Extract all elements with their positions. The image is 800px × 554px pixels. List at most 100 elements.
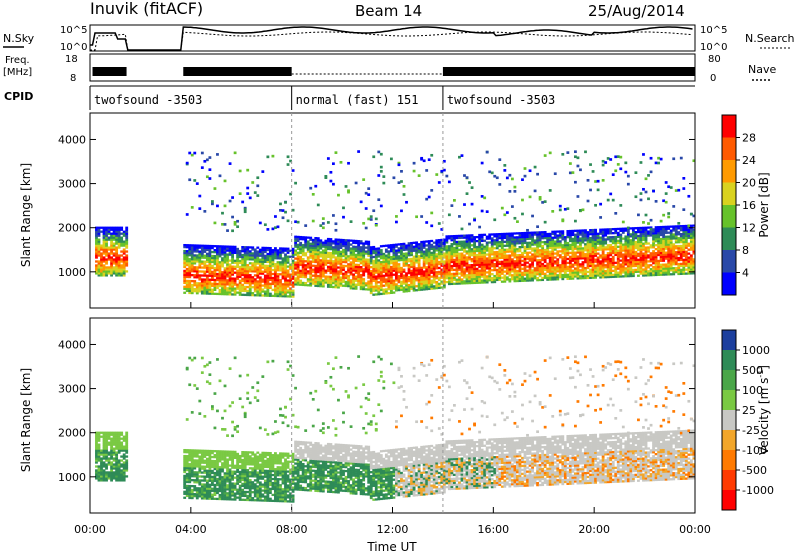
- power-cell: [644, 238, 648, 241]
- power-cell: [354, 265, 358, 268]
- power-cell: [430, 267, 434, 270]
- power-cell: [284, 275, 287, 278]
- power-cell: [425, 268, 429, 271]
- power-cell: [286, 271, 290, 274]
- power-cell: [657, 226, 661, 229]
- power-cell: [584, 272, 587, 276]
- power-cell: [689, 264, 693, 267]
- power-cell: [659, 243, 663, 247]
- power-cell: [243, 287, 247, 291]
- power-cell: [120, 232, 124, 235]
- power-cell: [606, 230, 610, 233]
- power-cell: [309, 280, 313, 283]
- power-cell: [692, 264, 696, 267]
- power-cell: [644, 246, 648, 249]
- power-cell: [606, 267, 610, 271]
- power-cell: [531, 214, 534, 218]
- power-cell: [314, 237, 318, 240]
- power-cell: [125, 234, 129, 237]
- power-cell: [652, 258, 655, 261]
- power-cell: [362, 284, 366, 287]
- power-cell: [405, 246, 408, 249]
- power-cell: [528, 267, 532, 270]
- power-cell: [631, 237, 635, 240]
- freq-bars: [92, 67, 695, 76]
- power-cell: [372, 245, 376, 249]
- power-cell: [606, 252, 610, 255]
- power-cell: [97, 244, 101, 247]
- power-cell: [417, 247, 421, 250]
- power-cell: [470, 277, 474, 281]
- power-cell: [674, 247, 678, 250]
- power-cell: [243, 254, 247, 257]
- power-cell: [246, 281, 250, 285]
- power-cell: [609, 248, 613, 251]
- power-cell: [460, 248, 464, 251]
- power-cell: [205, 264, 209, 267]
- power-cell: [488, 237, 492, 240]
- power-cell: [377, 269, 381, 272]
- power-cell: [289, 281, 292, 284]
- power-cell: [495, 272, 499, 276]
- power-cell: [279, 202, 282, 206]
- power-cell: [677, 264, 681, 268]
- power-cell: [463, 270, 466, 273]
- power-cell: [589, 276, 592, 279]
- power-cell: [329, 281, 333, 285]
- power-cell: [626, 245, 630, 248]
- power-cell: [266, 274, 270, 277]
- power-cell: [309, 254, 313, 257]
- power-cell: [412, 267, 416, 270]
- power-cell: [440, 270, 444, 273]
- power-cell: [374, 255, 378, 258]
- power-cell: [372, 255, 376, 259]
- power-cell: [510, 252, 514, 255]
- power-cell: [211, 250, 214, 254]
- power-cell: [594, 180, 597, 183]
- power-cell: [221, 249, 224, 252]
- power-cell: [211, 284, 214, 287]
- power-cell: [213, 274, 217, 278]
- power-cell: [271, 255, 275, 258]
- power-cell: [609, 249, 613, 253]
- power-cell: [662, 253, 666, 256]
- power-cell: [488, 170, 492, 174]
- power-cell: [342, 260, 345, 264]
- power-cell: [198, 244, 202, 247]
- power-cell: [369, 260, 373, 263]
- power-cell: [425, 278, 429, 281]
- power-cell: [682, 248, 686, 252]
- power-cell: [463, 258, 466, 261]
- power-cell: [321, 261, 325, 264]
- power-cell: [510, 234, 514, 237]
- power-cell: [490, 241, 494, 244]
- power-cell: [190, 283, 194, 287]
- power-cell: [672, 261, 676, 264]
- power-cell: [208, 254, 212, 258]
- power-cell: [553, 246, 557, 249]
- power-cell: [407, 244, 411, 247]
- power-cell: [286, 265, 290, 268]
- power-cell: [453, 246, 456, 250]
- power-cell: [689, 260, 693, 263]
- power-cell: [629, 253, 633, 256]
- power-cell: [664, 229, 668, 232]
- power-cell: [531, 241, 534, 244]
- power-cell: [637, 242, 640, 246]
- power-cell: [679, 258, 683, 262]
- power-cell: [286, 163, 290, 166]
- power-cell: [571, 271, 575, 274]
- power-cell: [626, 271, 630, 274]
- power-cell: [110, 238, 113, 241]
- power-cell: [357, 251, 361, 255]
- power-cell: [266, 256, 270, 260]
- power-cell: [518, 238, 522, 241]
- power-cell: [508, 280, 512, 283]
- power-cell: [291, 273, 295, 276]
- power-cell: [518, 253, 522, 257]
- power-cell: [579, 245, 582, 248]
- power-cell: [425, 244, 429, 247]
- power-cell: [415, 243, 419, 246]
- power-cell: [616, 273, 620, 276]
- power-cell: [647, 254, 650, 257]
